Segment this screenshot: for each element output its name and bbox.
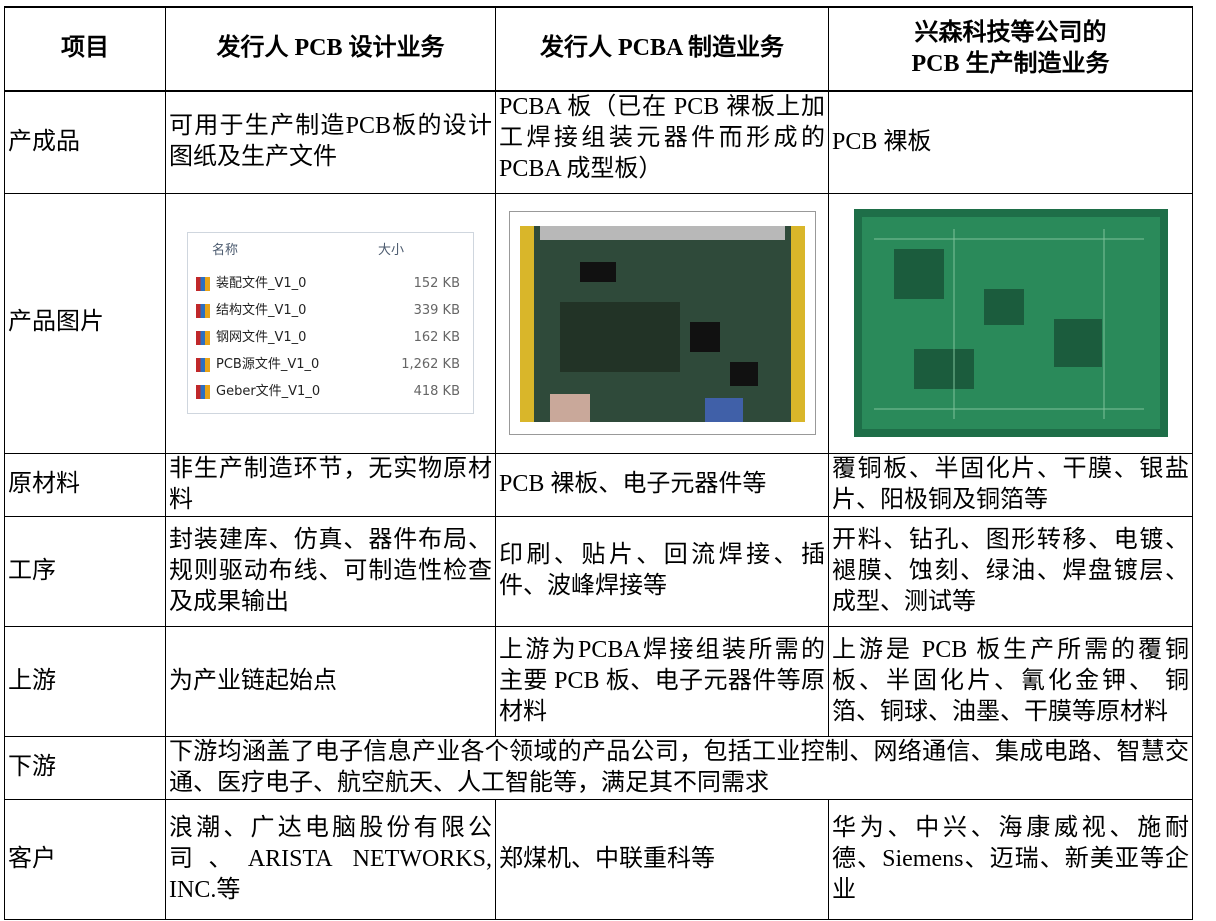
cell: PCB 裸板、电子元器件等: [495, 452, 829, 517]
row: 客户 浪潮、广达电脑股份有限公司、ARISTA NETWORKS, INC.等 …: [4, 799, 1193, 921]
file-icon: [196, 331, 210, 345]
cell: 开料、钻孔、图形转移、电镀、褪膜、蚀刻、绿油、焊盘镀层、成型、测试等: [828, 515, 1193, 627]
row: 下游 下游均涵盖了电子信息产业各个领域的产品公司，包括工业控制、网络通信、集成电…: [4, 735, 1193, 801]
file-size: 339 KB: [413, 303, 460, 318]
file-icon: [196, 358, 210, 372]
file-name: 钢网文件_V1_0: [216, 330, 307, 345]
header-cell: 项目: [4, 6, 166, 92]
cell: 上游是 PCB 板生产所需的覆铜板、半固化片、氰化金钾、 铜箔、铜球、油墨、干膜…: [828, 625, 1193, 737]
pcb-photo: [853, 209, 1168, 437]
cell: 浪潮、广达电脑股份有限公司、ARISTA NETWORKS, INC.等: [165, 799, 496, 921]
cell: PCB 裸板: [828, 90, 1193, 194]
file-row: PCB源文件_V1_0 1,262 KB: [196, 354, 466, 376]
row: 产成品 可用于生产制造PCB板的设计图纸及生产文件 PCBA 板（已在 PCB …: [4, 90, 1193, 194]
header-text: 项目: [61, 35, 109, 62]
cell: 覆铜板、半固化片、干膜、银盐片、阳极铜及铜箔等: [828, 452, 1193, 517]
cell: 封装建库、仿真、器件布局、规则驱动布线、可制造性检查及成果输出: [165, 515, 496, 627]
file-size: 418 KB: [413, 384, 460, 399]
file-row: Geber文件_V1_0 418 KB: [196, 381, 466, 403]
column-header: 名称: [212, 243, 239, 258]
file-size: 152 KB: [413, 276, 460, 291]
cell: 郑煤机、中联重科等: [495, 799, 829, 921]
cell: 下游: [4, 735, 166, 801]
comparison-table: 项目 发行人 PCB 设计业务 发行人 PCBA 制造业务 兴森科技等公司的 PC…: [4, 6, 1193, 921]
file-name: Geber文件_V1_0: [216, 384, 321, 399]
file-row: 装配文件_V1_0 152 KB: [196, 273, 466, 295]
cell: 上游为PCBA焊接组装所需的主要 PCB 板、电子元器件等原材料: [495, 625, 829, 737]
cell: 为产业链起始点: [165, 625, 496, 737]
file-list: 名称 大小 装配文件_V1_0 152 KB 结构文件_V1_0 339 KB 钢网文件…: [187, 232, 474, 414]
cell: 产成品: [4, 90, 166, 194]
cell: [828, 192, 1193, 454]
file-icon: [196, 304, 210, 318]
cell: 下游均涵盖了电子信息产业各个领域的产品公司，包括工业控制、网络通信、集成电路、智…: [165, 735, 1193, 801]
header-text: 发行人 PCB 设计业务: [216, 35, 445, 62]
cell: 华为、中兴、海康威视、施耐德、Siemens、迈瑞、新美亚等企业: [828, 799, 1193, 921]
cell: 名称 大小 装配文件_V1_0 152 KB 结构文件_V1_0 339 KB 钢网文件…: [165, 192, 496, 454]
file-row: 钢网文件_V1_0 162 KB: [196, 327, 466, 349]
header-text: 发行人 PCBA 制造业务: [539, 35, 784, 62]
header-text: PCB 生产制造业务: [911, 51, 1110, 77]
row: 原材料 非生产制造环节，无实物原材料 PCB 裸板、电子元器件等 覆铜板、半固化…: [4, 452, 1193, 517]
header-cell: 兴森科技等公司的 PCB 生产制造业务: [828, 6, 1193, 92]
file-size: 162 KB: [413, 330, 460, 345]
cell: PCBA 板（已在 PCB 裸板上加工焊接组装元器件而形成的 PCBA 成型板）: [495, 90, 829, 194]
file-size: 1,262 KB: [401, 357, 460, 372]
cell: 客户: [4, 799, 166, 921]
file-name: 装配文件_V1_0: [216, 276, 307, 291]
cell: 上游: [4, 625, 166, 737]
file-row: 结构文件_V1_0 339 KB: [196, 300, 466, 322]
row: 产品图片 名称 大小 装配文件_V1_0 152 KB 结构文件_V1_0 339 K…: [4, 192, 1193, 454]
cell: 工序: [4, 515, 166, 627]
cell: 非生产制造环节，无实物原材料: [165, 452, 496, 517]
cell: [495, 192, 829, 454]
cell: 原材料: [4, 452, 166, 517]
pcba-photo: [508, 211, 816, 435]
cell: 产品图片: [4, 192, 166, 454]
cell: 可用于生产制造PCB板的设计图纸及生产文件: [165, 90, 496, 194]
row: 上游 为产业链起始点 上游为PCBA焊接组装所需的主要 PCB 板、电子元器件等…: [4, 625, 1193, 737]
header-cell: 发行人 PCB 设计业务: [165, 6, 496, 92]
file-name: PCB源文件_V1_0: [216, 357, 320, 372]
file-icon: [196, 385, 210, 399]
file-name: 结构文件_V1_0: [216, 303, 307, 318]
column-header: 大小: [378, 243, 405, 258]
row: 工序 封装建库、仿真、器件布局、规则驱动布线、可制造性检查及成果输出 印刷、贴片…: [4, 515, 1193, 627]
header-cell: 发行人 PCBA 制造业务: [495, 6, 829, 92]
header-text: 兴森科技等公司的: [914, 19, 1107, 46]
file-icon: [196, 277, 210, 291]
cell: 印刷、贴片、回流焊接、插件、波峰焊接等: [495, 515, 829, 627]
header-row: 项目 发行人 PCB 设计业务 发行人 PCBA 制造业务 兴森科技等公司的 PC…: [4, 6, 1193, 92]
